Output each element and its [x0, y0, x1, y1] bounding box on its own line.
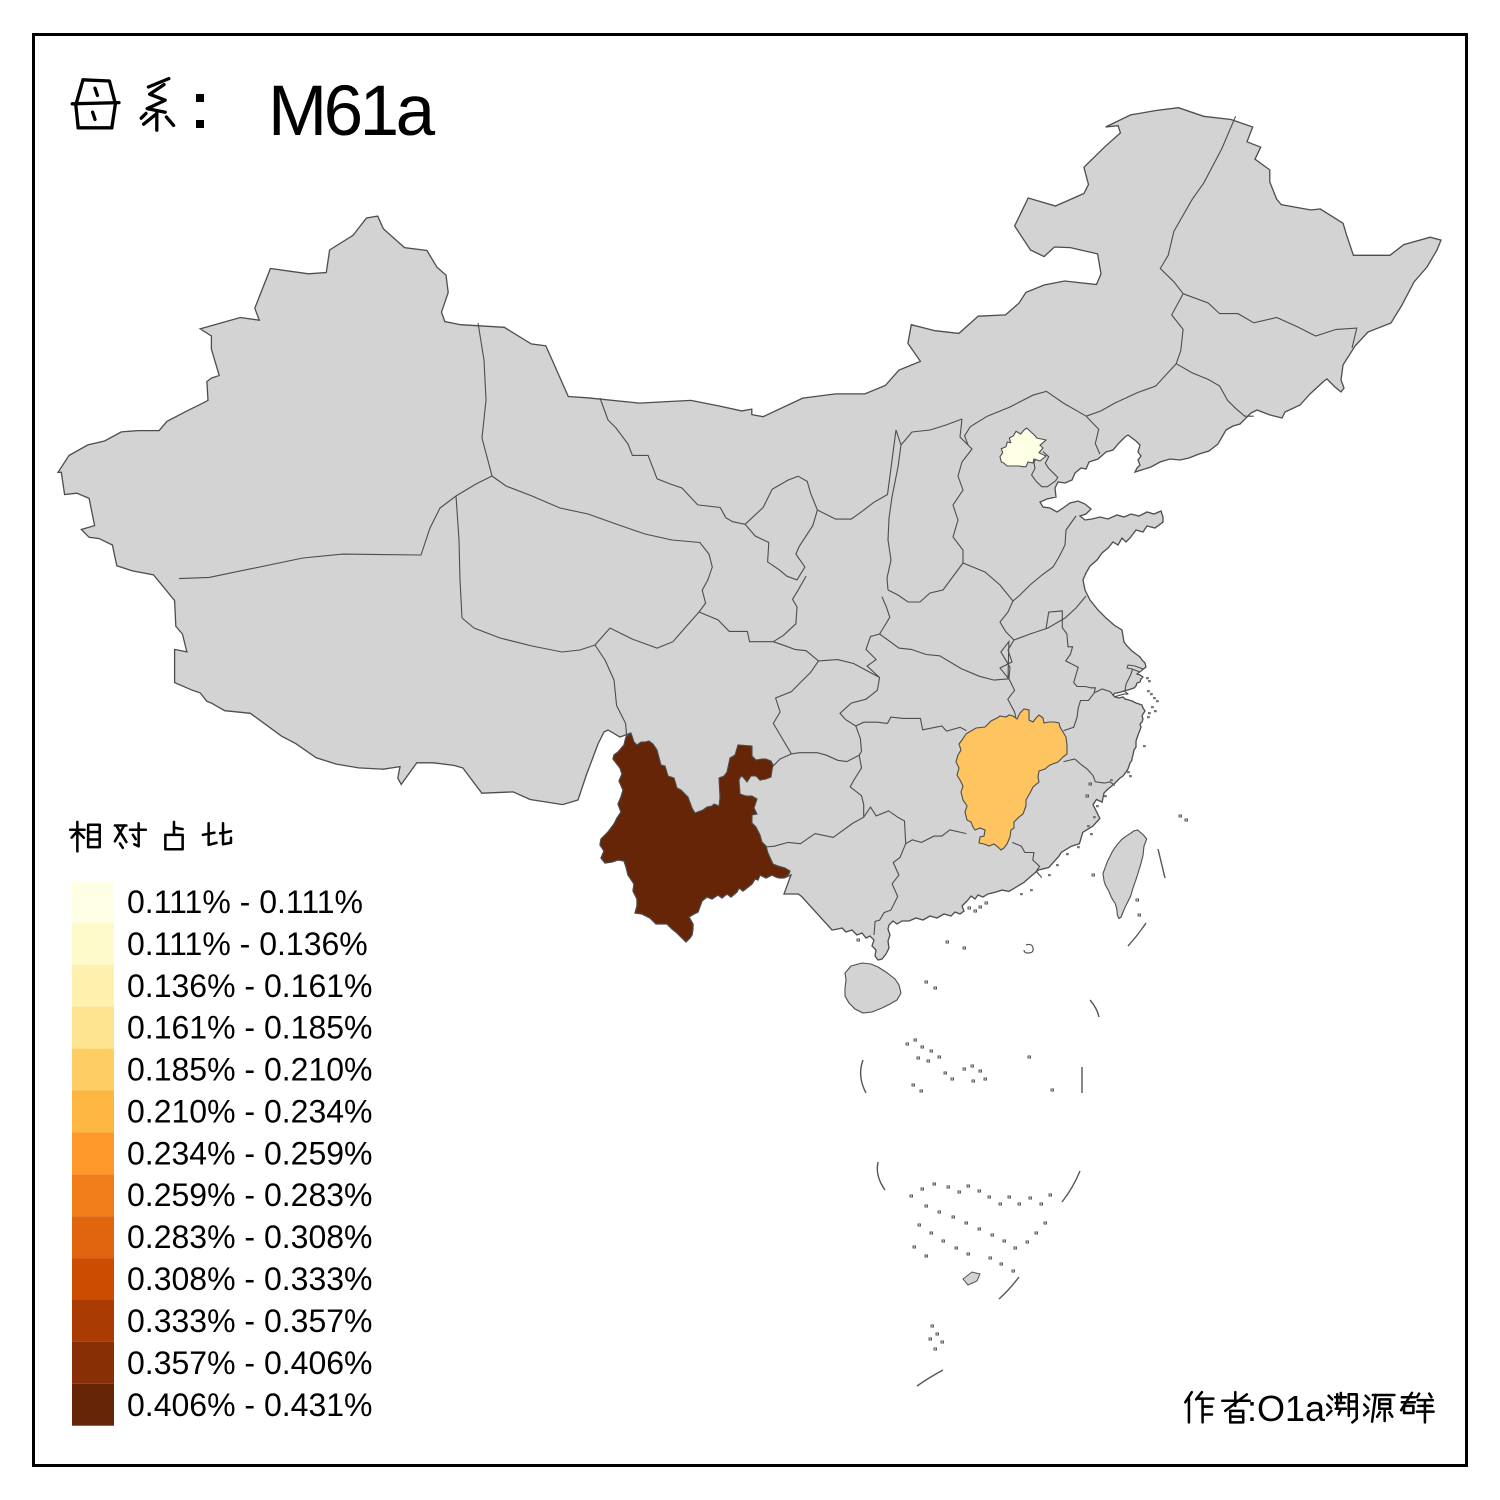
svg-text:M61a: M61a — [268, 72, 436, 151]
svg-text:0.333% - 0.357%: 0.333% - 0.357% — [127, 1303, 373, 1339]
svg-text:0.210% - 0.234%: 0.210% - 0.234% — [127, 1094, 373, 1130]
svg-text:0.136% - 0.161%: 0.136% - 0.161% — [127, 968, 373, 1004]
svg-text::O1a: :O1a — [1247, 1388, 1326, 1429]
svg-text:0.406% - 0.431%: 0.406% - 0.431% — [127, 1387, 373, 1423]
svg-text:0.357% - 0.406%: 0.357% - 0.406% — [127, 1345, 373, 1381]
svg-text:0.259% - 0.283%: 0.259% - 0.283% — [127, 1177, 373, 1213]
svg-text:0.161% - 0.185%: 0.161% - 0.185% — [127, 1010, 373, 1046]
svg-text:0.283% - 0.308%: 0.283% - 0.308% — [127, 1219, 373, 1255]
svg-text:0.111% - 0.111%: 0.111% - 0.111% — [127, 884, 363, 920]
svg-text:0.185% - 0.210%: 0.185% - 0.210% — [127, 1052, 373, 1088]
svg-text:0.234% - 0.259%: 0.234% - 0.259% — [127, 1135, 373, 1171]
svg-text:0.111% - 0.136%: 0.111% - 0.136% — [127, 926, 368, 962]
svg-text:0.308% - 0.333%: 0.308% - 0.333% — [127, 1261, 373, 1297]
